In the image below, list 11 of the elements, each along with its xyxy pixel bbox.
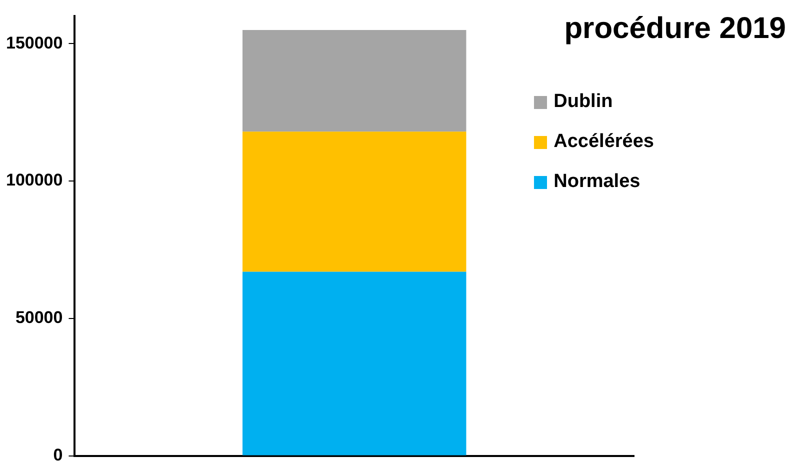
- bar: [242, 272, 466, 456]
- bar: [242, 30, 466, 132]
- legend-label: Accélérées: [554, 131, 654, 153]
- y-tick-label: 150000: [6, 33, 63, 52]
- y-tick-label: 50000: [15, 308, 63, 328]
- y-tick-label: 100000: [6, 170, 63, 190]
- legend-label: Dublin: [554, 91, 613, 113]
- chart-title: procédure 2019: [564, 12, 786, 46]
- legend-label: Normales: [554, 171, 640, 193]
- y-tick-label: 0: [53, 445, 63, 464]
- bar: [242, 132, 466, 272]
